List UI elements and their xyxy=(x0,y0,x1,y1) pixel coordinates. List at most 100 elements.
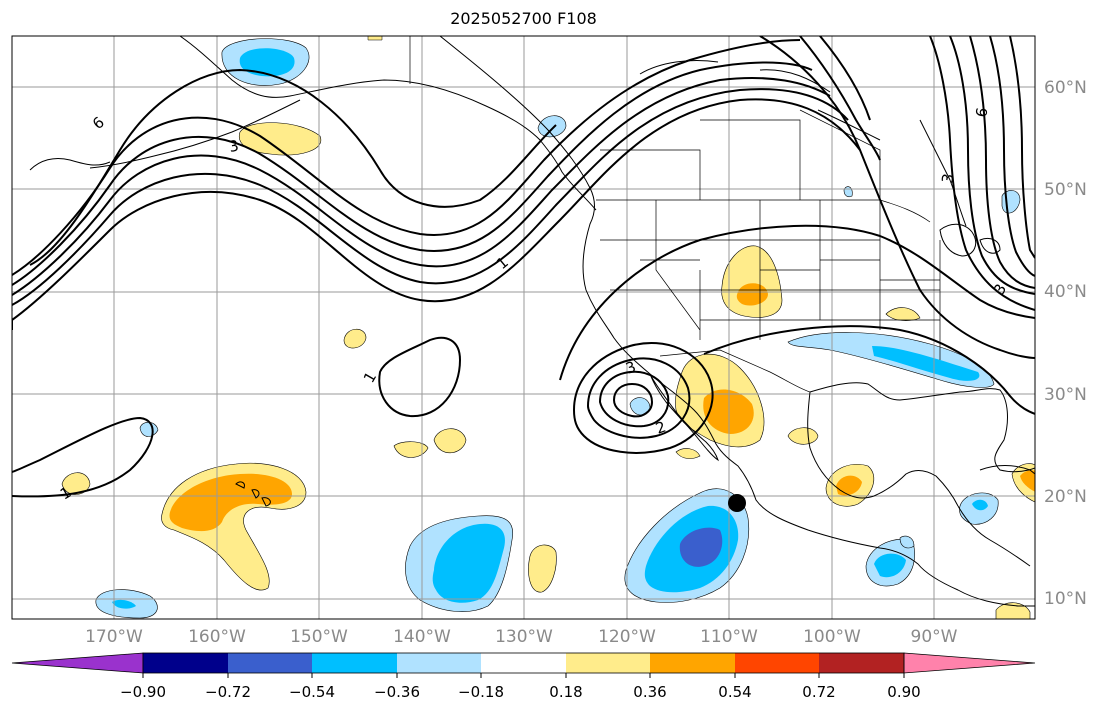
coastline-mexico-gulf xyxy=(807,391,959,507)
lon-label: 140°W xyxy=(393,627,451,647)
colorbar xyxy=(11,652,1036,678)
contour-line xyxy=(612,382,654,418)
coastline-canada-north xyxy=(639,60,881,141)
colorbar-tick-label: −0.90 xyxy=(120,683,166,701)
colorbar-tick-label: 0.72 xyxy=(802,683,835,701)
lon-label: 160°W xyxy=(188,627,246,647)
lat-label: 40°N xyxy=(1044,282,1087,302)
lat-label: 10°N xyxy=(1044,589,1087,609)
colorbar-segment xyxy=(143,653,228,673)
negative-anomaly-area xyxy=(899,535,915,549)
state-lines xyxy=(600,200,941,360)
contour-label: 3 xyxy=(228,137,241,156)
positive-anomaly-area xyxy=(675,448,701,459)
colorbar-segment xyxy=(650,653,735,673)
negative-anomaly-core xyxy=(112,599,136,609)
contour-line xyxy=(929,36,1035,311)
negative-anomaly-strong-core xyxy=(679,527,723,567)
latitude-labels: 60°N 50°N 40°N 30°N 20°N 10°N xyxy=(1044,78,1087,609)
lon-label: 130°W xyxy=(495,627,553,647)
coastline-alaska xyxy=(179,36,597,211)
location-marker xyxy=(728,494,746,512)
contour-line xyxy=(819,36,871,121)
colorbar-segment xyxy=(397,653,481,673)
coastline-hudson-bay xyxy=(919,119,967,227)
colorbar-segment xyxy=(819,653,904,673)
negative-anomaly-core xyxy=(872,346,980,381)
map-frame xyxy=(11,35,1036,620)
lon-label: 170°W xyxy=(85,627,143,647)
lon-label: 110°W xyxy=(700,627,758,647)
negative-anomaly-core xyxy=(432,523,505,603)
positive-anomaly-core xyxy=(1020,470,1035,492)
coastline-gulf-of-mexico xyxy=(809,382,1035,473)
coastline-kamchatka xyxy=(29,157,111,171)
great-lakes xyxy=(939,223,1001,257)
contour-line xyxy=(1009,36,1035,259)
contour-line xyxy=(29,68,557,266)
colorbar-outline xyxy=(142,652,905,674)
map-title: 2025052700 F108 xyxy=(450,9,597,28)
longitude-labels: 170°W 160°W 150°W 140°W 130°W 120°W 110°… xyxy=(85,627,958,647)
contour-label: 3 xyxy=(938,172,957,185)
positive-anomaly-area xyxy=(61,472,91,495)
coastline-baja xyxy=(649,373,719,462)
coastline-hawaii xyxy=(235,481,271,507)
coastline-central-america xyxy=(957,505,1031,567)
colorbar-tick-label: 0.36 xyxy=(633,683,666,701)
shaded-anomaly-layer xyxy=(61,36,1035,619)
lat-label: 20°N xyxy=(1044,487,1087,507)
coastline-aleutians xyxy=(89,99,301,169)
colorbar-extend-low xyxy=(11,652,144,674)
lat-label: 60°N xyxy=(1044,78,1087,98)
coastline-north-america xyxy=(439,36,1035,607)
contour-line xyxy=(12,98,861,321)
contour-label: 6 xyxy=(972,106,991,119)
positive-anomaly-area xyxy=(528,544,557,593)
colorbar-tick-label: −0.72 xyxy=(205,683,251,701)
colorbar-tick-label: −0.36 xyxy=(374,683,420,701)
positive-anomaly-area xyxy=(343,328,367,349)
colorbar-segment xyxy=(566,653,650,673)
colorbar-segment xyxy=(735,653,819,673)
colorbar-extend-high xyxy=(903,652,1036,674)
coastline-cuba xyxy=(979,465,1035,475)
positive-anomaly-area xyxy=(885,307,921,321)
contour-line xyxy=(586,357,691,439)
positive-anomaly-core xyxy=(703,389,754,434)
contour-line xyxy=(12,61,813,286)
colorbar-tick-label: −0.54 xyxy=(289,683,335,701)
lat-label: 30°N xyxy=(1044,385,1087,405)
canada-provinces xyxy=(600,109,881,200)
colorbar-tick-label: 0.90 xyxy=(887,683,920,701)
positive-anomaly-area xyxy=(393,441,429,458)
us-mexico-border xyxy=(659,349,811,393)
contour-line xyxy=(969,36,1035,289)
positive-anomaly-area xyxy=(367,36,383,41)
contour-line xyxy=(949,36,1035,295)
lon-label: 90°W xyxy=(911,627,958,647)
colorbar-tick-labels: −0.90 −0.72 −0.54 −0.36 −0.18 0.18 0.36 … xyxy=(120,683,921,701)
contour-line xyxy=(759,36,1035,359)
lon-label: 100°W xyxy=(803,627,861,647)
colorbar-tick-label: 0.54 xyxy=(718,683,751,701)
negative-anomaly-core xyxy=(874,553,906,578)
contour-line xyxy=(989,36,1035,277)
positive-anomaly-core xyxy=(169,473,292,532)
positive-anomaly-area xyxy=(721,245,783,318)
contour-line xyxy=(703,325,1035,415)
contour-line xyxy=(559,224,1035,381)
positive-anomaly-core xyxy=(836,475,862,496)
lon-label: 150°W xyxy=(290,627,348,647)
colorbar-segment xyxy=(481,653,566,673)
contour-line xyxy=(12,416,154,498)
colorbar-tick-label: 0.18 xyxy=(549,683,582,701)
colorbar-tick-label: −0.18 xyxy=(458,683,504,701)
negative-anomaly-core xyxy=(239,48,295,77)
negative-anomaly-area xyxy=(843,186,853,198)
colorbar-segment xyxy=(228,653,312,673)
lon-label: 120°W xyxy=(598,627,656,647)
contour-line xyxy=(12,77,831,296)
lat-label: 50°N xyxy=(1044,180,1087,200)
